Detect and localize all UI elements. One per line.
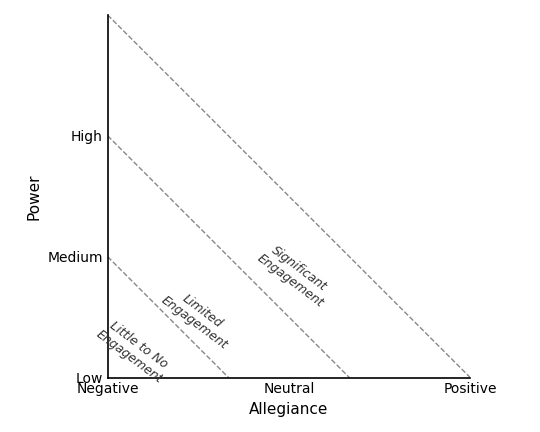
Text: Limited
Engagement: Limited Engagement	[158, 282, 239, 352]
Text: Little to No
Engagement: Little to No Engagement	[94, 316, 174, 386]
X-axis label: Allegiance: Allegiance	[249, 402, 329, 417]
Text: Significant
Engagement: Significant Engagement	[255, 240, 335, 310]
Y-axis label: Power: Power	[27, 173, 42, 219]
